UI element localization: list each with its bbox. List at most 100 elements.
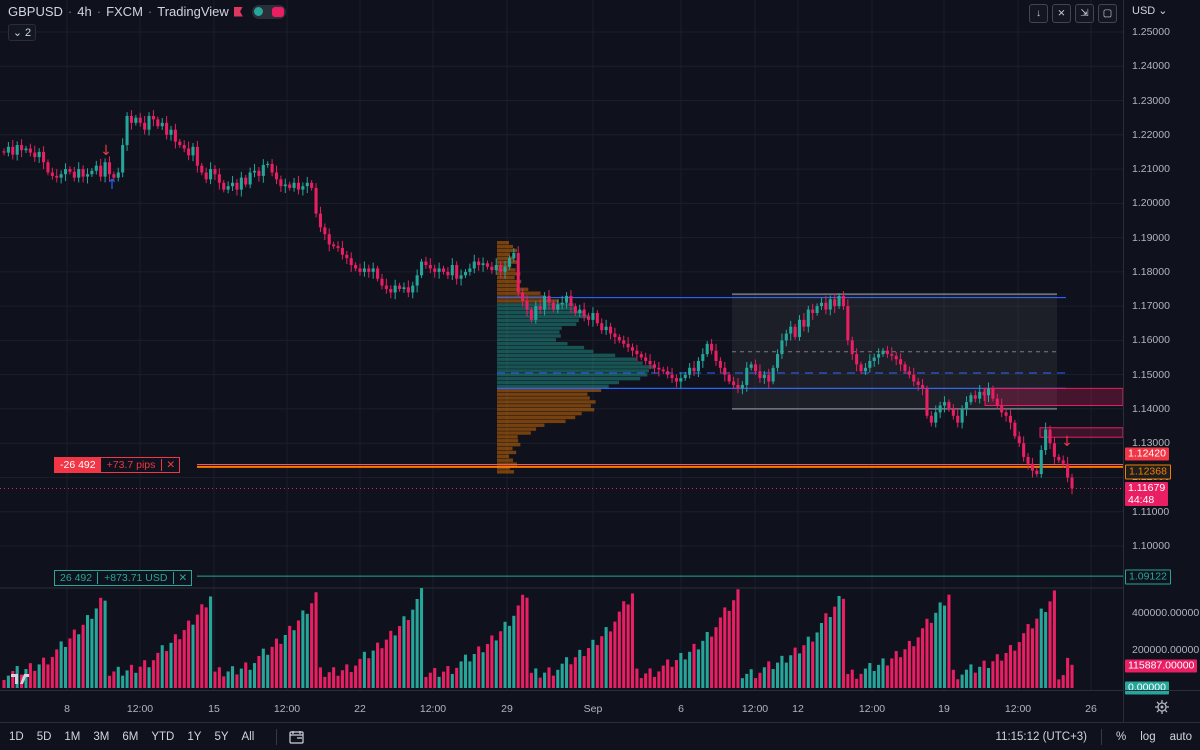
- volume-bar: [529, 672, 533, 688]
- volume-bar: [714, 627, 718, 688]
- range-button-6m[interactable]: 6M: [122, 730, 139, 743]
- collapse-pane-icon[interactable]: ⨯: [1052, 4, 1071, 23]
- volume-bar: [754, 678, 758, 688]
- volume-bar: [503, 621, 507, 688]
- volume-bar: [257, 656, 261, 688]
- range-button-5y[interactable]: 5Y: [214, 730, 229, 743]
- volume-bar: [68, 638, 72, 688]
- range-button-ytd[interactable]: YTD: [151, 730, 175, 743]
- volume-bar: [740, 678, 744, 688]
- volume-bar: [732, 600, 736, 688]
- volume-profile-bar: [497, 272, 521, 276]
- time-tick: 29: [501, 703, 513, 715]
- auto-toggle[interactable]: auto: [1169, 730, 1192, 743]
- volume-bar: [982, 660, 986, 688]
- candle-body: [521, 292, 525, 301]
- volume-bar: [622, 601, 626, 688]
- candle-body: [441, 268, 446, 272]
- position-stop-box[interactable]: -26 492 +73.7 pips ✕: [54, 457, 181, 473]
- candle-body: [846, 306, 850, 341]
- chart-settings-button[interactable]: [1123, 690, 1200, 722]
- main-chart-pane[interactable]: ↓ ↑ ↓: [0, 0, 1123, 690]
- tradingview-logo-icon[interactable]: [11, 672, 33, 685]
- volume-bar: [705, 632, 709, 688]
- volume-bar: [657, 671, 661, 688]
- candle-body: [934, 412, 938, 423]
- close-icon[interactable]: ✕: [161, 459, 179, 471]
- volume-bar: [881, 658, 885, 688]
- range-button-5d[interactable]: 5D: [36, 730, 52, 743]
- buy-signal-arrow-icon: ↑: [106, 177, 118, 193]
- volume-bar: [674, 660, 678, 688]
- range-button-all[interactable]: All: [241, 730, 255, 743]
- volume-bar: [72, 629, 76, 688]
- volume-bar: [652, 677, 657, 688]
- range-button-1d[interactable]: 1D: [9, 730, 24, 743]
- volume-profile-bar: [497, 291, 541, 295]
- candle-body: [437, 268, 441, 272]
- range-button-1y[interactable]: 1Y: [187, 730, 202, 743]
- volume-bar: [1048, 601, 1052, 688]
- candle-body: [947, 402, 951, 409]
- currency-label[interactable]: USD ⌄: [1132, 4, 1168, 17]
- price-axis[interactable]: USD ⌄ 1.25000 1.24000 1.23000 1.22000 1.2100…: [1123, 0, 1200, 695]
- candle-body: [143, 122, 147, 130]
- candle-body: [468, 268, 472, 272]
- price-tick: 1.25000: [1132, 26, 1170, 38]
- candle-body: [1013, 422, 1017, 437]
- volume-bar: [688, 651, 692, 688]
- price-tick: 1.18000: [1132, 265, 1170, 278]
- time-tick: 6: [678, 703, 684, 715]
- candlestick-chart[interactable]: ↓ ↑ ↓: [0, 0, 1123, 690]
- date-range-icon[interactable]: [289, 730, 305, 744]
- log-toggle[interactable]: log: [1140, 730, 1156, 743]
- position-target-box[interactable]: 26 492 +873.71 USD ✕: [54, 570, 193, 586]
- interval-label[interactable]: 4h: [77, 4, 92, 19]
- volume-bar: [630, 593, 635, 688]
- maximize-pane-icon[interactable]: ▢: [1098, 4, 1117, 23]
- candle-body: [556, 304, 560, 310]
- candle-body: [367, 268, 371, 272]
- candle-body: [165, 122, 169, 135]
- candle-body: [630, 347, 635, 351]
- volume-bar: [617, 611, 621, 688]
- volume-bar: [463, 654, 468, 688]
- candle-body: [1070, 477, 1074, 489]
- range-button-3m[interactable]: 3M: [93, 730, 110, 743]
- candle-body: [433, 268, 437, 272]
- time-tick: 12:00: [419, 703, 447, 715]
- percent-toggle[interactable]: %: [1116, 730, 1127, 743]
- volume-bar: [837, 596, 841, 688]
- move-down-icon[interactable]: ↓: [1029, 4, 1048, 23]
- volume-bar: [692, 643, 696, 688]
- symbol-legend[interactable]: GBPUSD · 4h · FXCM · TradingView: [8, 4, 286, 19]
- candle-body: [512, 253, 516, 259]
- volume-bar: [428, 672, 432, 688]
- volume-bar: [6, 675, 10, 688]
- symbol-name[interactable]: GBPUSD: [8, 4, 63, 19]
- volume-bar: [600, 636, 604, 688]
- candle-body: [296, 182, 301, 190]
- candle-body: [182, 145, 186, 149]
- market-status-toggle[interactable]: [251, 4, 286, 19]
- candle-body: [81, 169, 85, 177]
- candle-body: [683, 374, 687, 379]
- indicators-collapse-button[interactable]: ⌄ 2: [8, 24, 36, 41]
- volume-bar: [916, 637, 920, 688]
- candle-body: [301, 186, 305, 190]
- volume-bar: [587, 648, 591, 688]
- candle-body: [37, 151, 41, 158]
- candle-body: [903, 364, 907, 372]
- clock-timezone[interactable]: 11:15:12 (UTC+3): [995, 730, 1088, 743]
- market-open-dot-icon: [253, 7, 263, 16]
- range-button-1m[interactable]: 1M: [64, 730, 81, 743]
- legend-separator: ·: [147, 4, 153, 19]
- volume-bar: [305, 613, 309, 688]
- candle-body: [156, 119, 160, 127]
- flag-icon[interactable]: [233, 6, 243, 17]
- close-icon[interactable]: ✕: [173, 572, 191, 584]
- minimize-pane-icon[interactable]: ⇲: [1075, 4, 1094, 23]
- time-axis[interactable]: 8 12:00 15 12:00 22 12:00 29 Sep 6 12:00 12 12:00 19…: [0, 690, 1123, 723]
- candle-body: [28, 148, 32, 153]
